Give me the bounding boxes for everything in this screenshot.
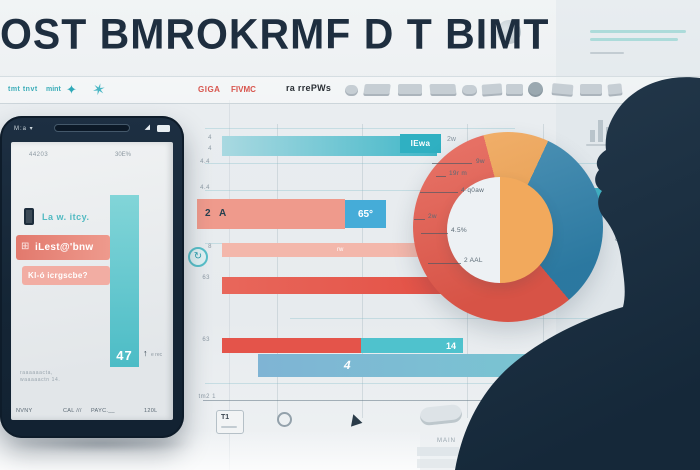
axis-tick: 4.4 <box>200 185 210 191</box>
title-overlay-icon <box>497 20 521 44</box>
phone-nav-item[interactable]: CAL /// <box>63 408 82 414</box>
gridline-horizontal <box>205 163 655 164</box>
phone-nav-item[interactable]: PAYC.__ <box>91 408 115 414</box>
arrow-up-icon: ↑ <box>143 348 148 358</box>
table-cell <box>417 447 459 456</box>
bar-row5-teal: 14 <box>361 338 463 353</box>
toolbar-chip-icon[interactable] <box>506 84 523 96</box>
speaker-slot <box>54 124 130 132</box>
donut-inner-disc <box>447 177 553 283</box>
gridline-horizontal <box>205 383 555 384</box>
callout-label: 4·q0aw <box>461 187 485 194</box>
toolbar-chip-icon[interactable] <box>528 82 543 97</box>
corner-note-line <box>590 30 686 33</box>
phone-nav-item[interactable]: 120L <box>144 408 158 414</box>
text-tool-label: T1 <box>221 414 230 421</box>
circle-tool-icon[interactable] <box>277 412 292 427</box>
bar-row1-label: IEwa <box>410 139 431 148</box>
axis-tick: 63 <box>202 337 210 343</box>
callout-line <box>421 233 448 234</box>
screen-header-left: 44203 <box>29 152 49 158</box>
phone-shadow <box>6 436 196 452</box>
bar-row5-value: 14 <box>445 341 456 351</box>
phone-row3-label: Kl-ó icrgscbe? <box>28 271 88 280</box>
screen-header-right: 30E% <box>115 152 132 158</box>
bar-row5-red <box>222 338 361 353</box>
toolbar-link-red[interactable]: GIGA <box>198 85 221 94</box>
toolbar-link[interactable]: tmt tnvt <box>8 86 38 93</box>
grid-icon: ⊞ <box>21 241 30 252</box>
phone-nav-item[interactable]: NVNY <box>16 408 33 414</box>
phone-column-value: 47 <box>116 348 133 363</box>
phone-column-bar: 47 <box>110 195 139 367</box>
phone-screen: 44203 30E% 47 ↑ e rec La w. itcy. ⊞ iLes… <box>11 142 173 420</box>
phone-glyph-icon <box>24 208 34 225</box>
callout-label: 4.5% <box>451 227 468 234</box>
phone-row3-banner[interactable]: Kl-ó icrgscbe? <box>22 266 110 285</box>
axis-tick: 4 <box>208 146 212 152</box>
phone-note-line: raaaaaacta, <box>20 370 54 376</box>
phone-mockup: M:a ▾ ◢ 44203 30E% 47 ↑ e rec La w. itcy… <box>0 116 184 438</box>
phone-note-line: waaaaactn 14. <box>20 377 61 383</box>
refresh-glyph: ↻ <box>193 251 203 262</box>
callout-line <box>432 163 472 164</box>
refresh-icon[interactable]: ↻ <box>188 247 208 267</box>
table-caption: MAIN <box>437 438 456 444</box>
x-axis-line <box>203 400 563 401</box>
corner-note-line <box>590 52 624 54</box>
bar-row2-salmon: 2 A <box>197 199 345 229</box>
callout-line <box>414 219 425 220</box>
bar-row3-text: rw <box>337 247 344 253</box>
text-tool-icon[interactable]: T1 <box>216 410 244 434</box>
axis-label: tm2 1 <box>198 394 216 400</box>
callout-label: 9w <box>476 158 485 165</box>
toolbar-chip-icon[interactable] <box>398 84 422 96</box>
callout-label: 19r m <box>449 170 468 177</box>
bar-row2-text: 2 A <box>205 208 230 219</box>
callout-line <box>436 176 446 177</box>
gridline-horizontal <box>290 318 650 319</box>
axis-tick: 4 <box>208 135 212 141</box>
callout-line <box>420 192 458 193</box>
gridline-vertical <box>362 124 363 418</box>
toolbar-link-red[interactable]: FIVMC <box>231 85 256 94</box>
bar-row1-value-chip: IEwa <box>400 134 441 153</box>
toolbar-label: ra rrePWs <box>286 83 332 93</box>
signal-icon: ◢ <box>144 124 150 131</box>
text-tool-line <box>221 426 237 428</box>
mini-bar <box>598 120 603 142</box>
toolbar-chip-icon[interactable] <box>462 85 477 96</box>
bar-row2-badge: 65° <box>345 200 386 228</box>
toolbar-chip-icon[interactable] <box>580 84 602 96</box>
callout-line <box>428 263 461 264</box>
carrier-label: M:a ▾ <box>14 126 34 132</box>
bar-row2-badge-value: 65° <box>357 208 374 220</box>
phone-column-caption: e rec <box>151 352 163 358</box>
callout-label: 2 AAL <box>464 257 483 264</box>
toolbar: tmt tnvt mint ✦ ✶ GIGA FIVMC ra rrePWs <box>0 76 700 104</box>
toolbar-chip-icon[interactable] <box>345 85 358 96</box>
battery-icon <box>157 125 170 132</box>
phone-row2-label: iLest@'bnw <box>35 242 94 253</box>
corner-note-line <box>590 38 678 41</box>
axis-tick: 4.4 <box>200 159 210 165</box>
phone-row2-banner[interactable]: ⊞ iLest@'bnw <box>16 235 110 260</box>
mini-bar <box>590 130 595 142</box>
table-cell <box>417 459 459 468</box>
gridline-horizontal <box>205 190 505 191</box>
axis-tick: 8 <box>208 244 212 250</box>
page-title: OST BMROKRMF D T BIMT <box>0 10 550 58</box>
bar-row1-note: 2w <box>447 136 456 143</box>
sparkle-icon[interactable]: ✦ <box>66 82 77 97</box>
bar-row1-teal <box>222 136 437 156</box>
gridline-horizontal <box>205 128 515 129</box>
axis-tick: 63 <box>202 275 210 281</box>
toolbar-link[interactable]: mint <box>46 86 61 93</box>
gridline-vertical <box>277 124 278 418</box>
phone-row1-label: La w. itcy. <box>42 212 90 222</box>
callout-label: 2w <box>428 213 437 220</box>
